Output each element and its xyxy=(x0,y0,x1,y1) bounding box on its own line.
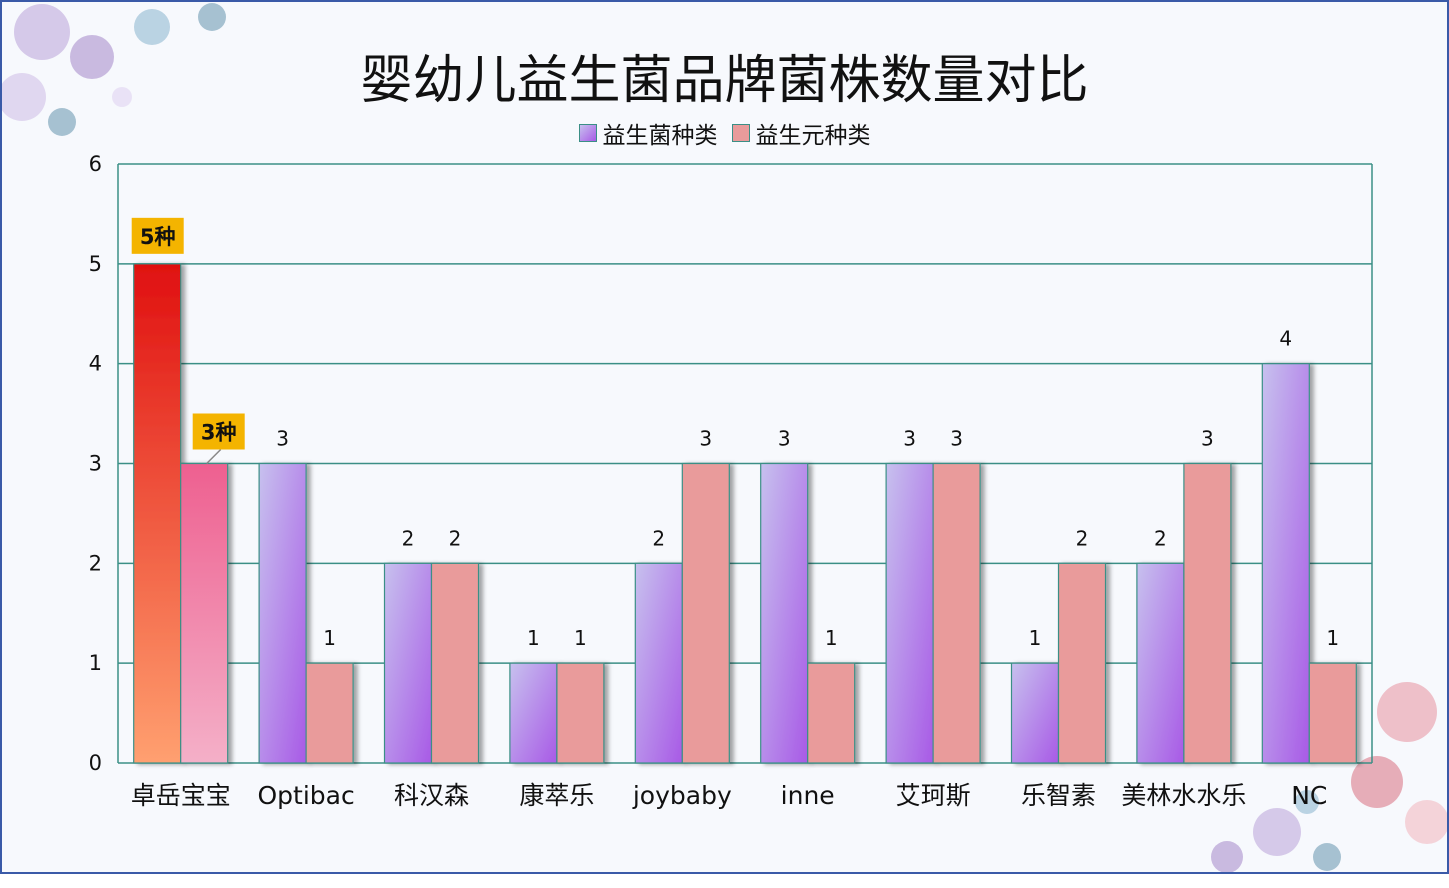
bar-probiotic xyxy=(383,562,433,764)
y-tick-label: 2 xyxy=(89,551,102,575)
callout-label: 5种 xyxy=(140,225,176,249)
data-label: 3 xyxy=(903,427,916,451)
callout-box xyxy=(131,217,184,254)
bar-prebiotic xyxy=(1057,562,1107,764)
data-label: 2 xyxy=(1154,526,1167,550)
bar-prebiotic xyxy=(932,462,981,764)
data-label: 3 xyxy=(699,427,712,451)
bar-prebiotic xyxy=(1183,462,1232,764)
y-tick-label: 5 xyxy=(89,252,102,276)
bar-prebiotic xyxy=(1308,662,1357,764)
bar-prebiotic xyxy=(180,462,229,764)
legend: 益生菌种类 益生元种类 xyxy=(2,116,1447,150)
data-label: 2 xyxy=(652,526,665,550)
bar-probiotic xyxy=(258,462,307,764)
data-label: 1 xyxy=(323,626,336,650)
data-label: 1 xyxy=(825,626,838,650)
category-label: 乐智素 xyxy=(1021,781,1096,810)
bar-prebiotic xyxy=(430,562,480,764)
bar-probiotic xyxy=(885,462,934,764)
y-tick-label: 4 xyxy=(89,352,102,376)
data-label: 3 xyxy=(950,427,963,451)
bar-probiotic xyxy=(1261,363,1310,764)
chart-title: 婴幼儿益生菌品牌菌株数量对比 xyxy=(360,51,1089,111)
callout-leader xyxy=(206,448,222,465)
category-label: 科汉森 xyxy=(394,781,469,810)
y-tick-label: 3 xyxy=(89,452,102,476)
category-label: 卓岳宝宝 xyxy=(131,781,231,810)
bar-prebiotic xyxy=(807,662,856,764)
callout-label: 3种 xyxy=(201,421,237,445)
data-label: 4 xyxy=(1279,327,1292,351)
category-label: joybaby xyxy=(632,781,732,810)
bar-probiotic xyxy=(760,462,809,764)
data-label: 1 xyxy=(527,626,540,650)
category-label: Optibac xyxy=(257,781,354,810)
bar-probiotic xyxy=(1010,662,1060,764)
data-label: 3 xyxy=(1201,427,1214,451)
category-label: NC xyxy=(1291,781,1327,810)
legend-swatch-prebiotic xyxy=(731,124,750,142)
legend-item-probiotic: 益生菌种类 xyxy=(578,116,718,150)
data-label: 3 xyxy=(778,427,791,451)
legend-label-probiotic: 益生菌种类 xyxy=(602,123,718,149)
legend-item-prebiotic: 益生元种类 xyxy=(731,116,871,150)
bar-probiotic xyxy=(1136,562,1185,764)
category-label: 康萃乐 xyxy=(519,781,594,810)
bar-prebiotic xyxy=(681,462,730,764)
y-tick-label: 6 xyxy=(89,152,102,176)
data-label: 2 xyxy=(1076,526,1089,550)
bar-probiotic xyxy=(133,263,182,764)
legend-label-prebiotic: 益生元种类 xyxy=(755,123,871,149)
callout-box xyxy=(192,413,245,450)
category-label: 美林水水乐 xyxy=(1121,781,1246,810)
category-label: 艾珂斯 xyxy=(896,781,971,810)
bar-probiotic xyxy=(509,662,558,764)
data-label: 2 xyxy=(402,526,415,550)
y-tick-label: 1 xyxy=(89,651,102,675)
data-label: 1 xyxy=(1029,626,1042,650)
floral-decoration-bottom-right xyxy=(1211,682,1447,872)
data-label: 3 xyxy=(276,427,289,451)
data-label: 2 xyxy=(449,526,462,550)
legend-swatch-probiotic xyxy=(578,124,597,142)
bar-probiotic xyxy=(634,562,683,764)
data-label: 1 xyxy=(1326,626,1339,650)
data-label: 1 xyxy=(574,626,587,650)
y-tick-label: 0 xyxy=(89,751,102,775)
bar-prebiotic xyxy=(556,662,605,764)
bar-prebiotic xyxy=(305,662,354,764)
floral-decoration-top-left xyxy=(2,3,226,136)
category-label: inne xyxy=(781,781,835,810)
